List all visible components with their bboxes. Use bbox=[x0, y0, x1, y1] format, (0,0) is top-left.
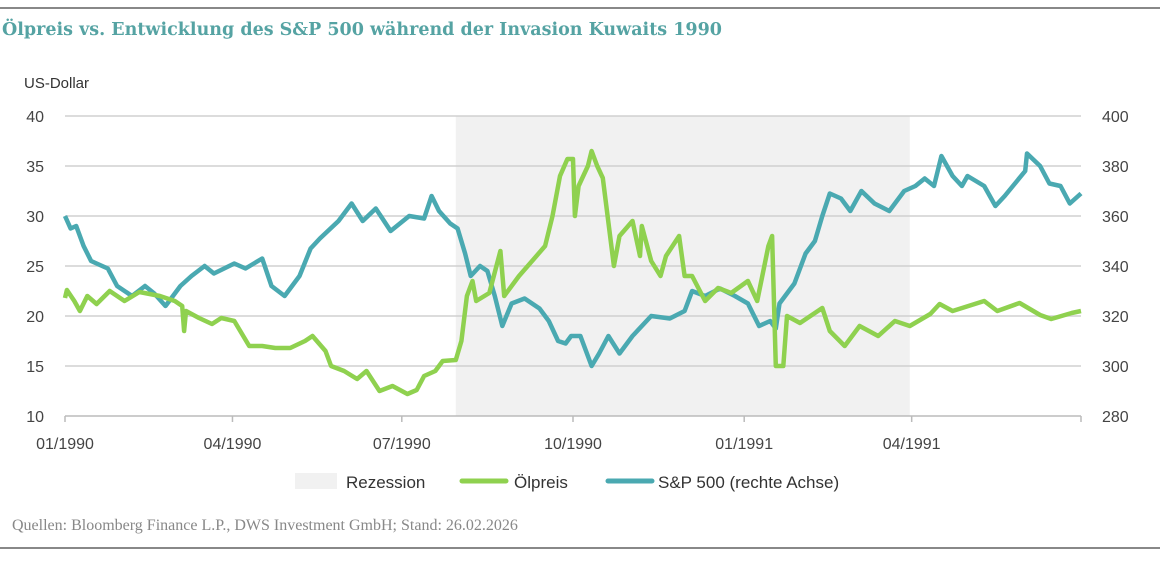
legend-label-recession: Rezession bbox=[346, 473, 425, 492]
y-tick-label: 40 bbox=[26, 109, 44, 126]
y-axis-label: US-Dollar bbox=[24, 75, 90, 92]
y-tick-label: 35 bbox=[26, 159, 44, 176]
y-tick-label: 30 bbox=[26, 209, 44, 226]
source-note: Quellen: Bloomberg Finance L.P., DWS Inv… bbox=[12, 517, 518, 534]
y2-tick-label: 400 bbox=[1102, 109, 1129, 126]
x-tick-label: 04/1991 bbox=[883, 436, 941, 453]
y-tick-label: 20 bbox=[26, 309, 44, 326]
y-tick-label: 10 bbox=[26, 409, 44, 426]
legend-label-sp500: S&P 500 (rechte Achse) bbox=[658, 473, 839, 492]
y2-tick-label: 300 bbox=[1102, 359, 1129, 376]
x-tick-label: 10/1990 bbox=[544, 436, 602, 453]
x-tick-label: 07/1990 bbox=[373, 436, 431, 453]
y-tick-label: 25 bbox=[26, 259, 44, 276]
bottom-rule bbox=[0, 547, 1160, 549]
legend-label-oil: Ölpreis bbox=[514, 473, 568, 492]
legend-swatch-recession bbox=[295, 473, 337, 489]
x-tick-label: 01/1990 bbox=[36, 436, 94, 453]
chart-title: Ölpreis vs. Entwicklung des S&P 500 währ… bbox=[2, 20, 722, 40]
series-line-sp500 bbox=[62, 151, 1083, 369]
x-tick-label: 04/1990 bbox=[204, 436, 262, 453]
x-tick-label: 01/1991 bbox=[715, 436, 773, 453]
y2-tick-label: 360 bbox=[1102, 209, 1129, 226]
y2-tick-label: 340 bbox=[1102, 259, 1129, 276]
y2-tick-label: 380 bbox=[1102, 159, 1129, 176]
series-line-oil bbox=[62, 148, 1082, 397]
top-rule bbox=[0, 7, 1160, 9]
y2-tick-label: 320 bbox=[1102, 309, 1129, 326]
y2-tick-label: 280 bbox=[1102, 409, 1129, 426]
y-tick-label: 15 bbox=[26, 359, 44, 376]
